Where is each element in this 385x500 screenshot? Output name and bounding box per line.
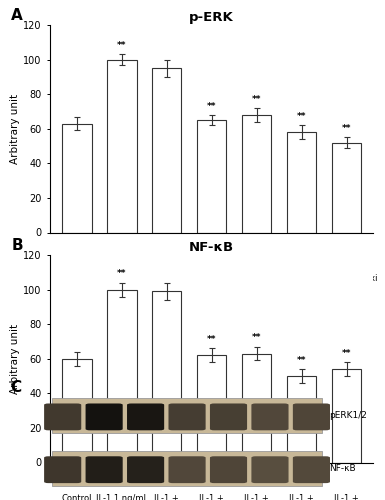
FancyBboxPatch shape	[169, 404, 206, 430]
Text: 3: 3	[163, 298, 171, 311]
FancyBboxPatch shape	[251, 404, 288, 430]
Text: IL-1 +
theo + hydroxi
10-5: IL-1 + theo + hydroxi 10-5	[315, 264, 378, 294]
Bar	[242, 354, 271, 463]
Bar	[107, 60, 137, 233]
Text: **: **	[252, 334, 261, 342]
FancyBboxPatch shape	[44, 456, 81, 483]
Bar	[62, 124, 92, 232]
Bar	[62, 359, 92, 463]
FancyBboxPatch shape	[52, 451, 322, 486]
Text: IL-1 +
theo + methyl
10-10: IL-1 + theo + methyl 10-10	[226, 494, 287, 500]
Text: IL-1 +
theophylline
10-5: IL-1 + theophylline 10-5	[141, 494, 193, 500]
Text: IL-1 1 ng/mL: IL-1 1 ng/mL	[96, 494, 148, 500]
FancyBboxPatch shape	[251, 456, 288, 483]
Text: **: **	[252, 94, 261, 104]
FancyBboxPatch shape	[127, 404, 164, 430]
Text: IL-1 +
theo + methyl
10-10: IL-1 + theo + methyl 10-10	[226, 264, 287, 294]
Text: 6: 6	[298, 298, 306, 311]
Text: Control: Control	[62, 264, 92, 272]
Text: 4: 4	[208, 298, 216, 311]
Text: 5: 5	[253, 298, 261, 311]
Title: p-ERK: p-ERK	[189, 11, 234, 24]
FancyBboxPatch shape	[169, 456, 206, 483]
FancyBboxPatch shape	[44, 404, 81, 430]
Bar	[197, 120, 226, 232]
Title: NF-κB: NF-κB	[189, 241, 234, 254]
FancyBboxPatch shape	[85, 456, 123, 483]
Text: Control: Control	[62, 494, 92, 500]
Y-axis label: Arbitrary unit: Arbitrary unit	[10, 324, 20, 394]
Bar	[287, 376, 316, 462]
Text: IL-1 +
theo + hydro
10-10: IL-1 + theo + hydro 10-10	[184, 264, 239, 294]
Bar	[152, 68, 181, 232]
FancyBboxPatch shape	[127, 456, 164, 483]
Text: C: C	[10, 380, 21, 394]
Bar	[287, 132, 316, 232]
Text: NF-κB: NF-κB	[329, 464, 356, 473]
FancyBboxPatch shape	[85, 404, 123, 430]
Text: **: **	[342, 349, 351, 358]
Text: IL-1 1 ng/mL: IL-1 1 ng/mL	[96, 264, 148, 272]
Bar	[197, 356, 226, 463]
Text: **: **	[207, 335, 216, 344]
Text: **: **	[117, 41, 127, 50]
Text: IL-1 +
theo + methyl
10-5: IL-1 + theo + methyl 10-5	[271, 494, 332, 500]
Bar	[107, 290, 137, 463]
FancyBboxPatch shape	[293, 456, 330, 483]
Text: **: **	[207, 102, 216, 110]
Text: IL-1 +
theo + hydroxi
10-5: IL-1 + theo + hydroxi 10-5	[315, 494, 378, 500]
Text: 1: 1	[73, 298, 81, 311]
Text: IL-1 +
theo + methyl
10-5: IL-1 + theo + methyl 10-5	[271, 264, 332, 294]
Text: 2: 2	[118, 298, 126, 311]
Text: **: **	[297, 112, 306, 121]
Text: **: **	[297, 356, 306, 365]
Bar	[332, 142, 361, 233]
Y-axis label: Arbitrary unit: Arbitrary unit	[10, 94, 20, 164]
Bar	[242, 115, 271, 232]
Text: pERK1/2: pERK1/2	[329, 412, 367, 420]
Text: IL-1 +
theophylline
10-5: IL-1 + theophylline 10-5	[141, 264, 193, 294]
FancyBboxPatch shape	[210, 404, 247, 430]
FancyBboxPatch shape	[293, 404, 330, 430]
Text: 7: 7	[342, 298, 351, 311]
Text: **: **	[342, 124, 351, 133]
Bar	[332, 369, 361, 462]
Bar	[152, 292, 181, 462]
Text: A: A	[11, 8, 23, 24]
Text: IL-1 +
theo + hydro
10-10: IL-1 + theo + hydro 10-10	[184, 494, 239, 500]
FancyBboxPatch shape	[52, 398, 322, 434]
Text: **: **	[117, 270, 127, 278]
Text: B: B	[11, 238, 23, 254]
FancyBboxPatch shape	[210, 456, 247, 483]
